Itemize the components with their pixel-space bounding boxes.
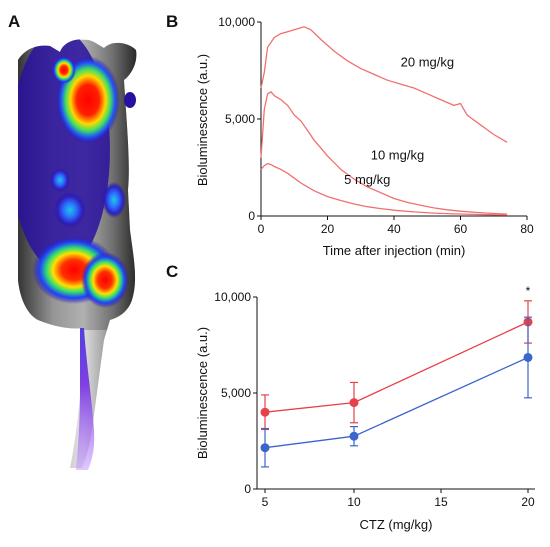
significance-annotation-c: *	[526, 284, 531, 298]
data-point-c	[523, 352, 533, 362]
data-point-c	[349, 398, 359, 408]
y-axis-title-c: Bioluminescence (a.u.)	[195, 327, 210, 459]
chart-c: 5 10 15 20 0 5,000 10,000 CTZ (mg/kg) Biolumines…	[195, 284, 535, 532]
series-line-c	[264, 356, 529, 449]
x-tick-label-c: 20	[521, 495, 535, 509]
mouse-bioluminescence-image	[18, 39, 137, 470]
y-tick-label-c: 0	[244, 482, 251, 496]
data-point-c	[260, 407, 270, 417]
data-point-c	[260, 443, 270, 453]
series-line-b	[260, 26, 508, 143]
series-label-b: 10 mg/kg	[371, 148, 424, 163]
x-tick-label-b: 20	[321, 222, 335, 236]
series-line-b	[260, 90, 508, 215]
x-tick-label-b: 0	[258, 222, 265, 236]
chart-b: 0 20 40 60 80 0 5,000 10,000 Time after injectio…	[195, 15, 534, 258]
series-label-b: 5 mg/kg	[344, 172, 390, 187]
y-tick-label-c: 10,000	[214, 290, 251, 304]
y-tick-label-b: 10,000	[218, 15, 255, 29]
y-tick-label-b: 0	[248, 209, 255, 223]
x-tick-label-c: 15	[434, 495, 448, 509]
panel-a-label: A	[8, 12, 21, 31]
x-tick-label-b: 60	[454, 222, 468, 236]
x-tick-label-b: 40	[387, 222, 401, 236]
data-point-c	[349, 431, 359, 441]
series-line-b	[260, 162, 508, 216]
series-line-c	[264, 321, 529, 413]
y-axis-title-b: Bioluminescence (a.u.)	[195, 54, 210, 186]
series-label-b: 20 mg/kg	[401, 55, 454, 70]
panel-b-label: B	[166, 12, 179, 31]
x-tick-label-c: 5	[262, 495, 269, 509]
y-tick-label-c: 5,000	[221, 386, 251, 400]
x-axis-title-c: CTZ (mg/kg)	[360, 517, 433, 532]
x-tick-label-b: 80	[520, 222, 534, 236]
x-tick-label-c: 10	[347, 495, 361, 509]
panel-c-label: C	[166, 262, 179, 281]
y-tick-label-b: 5,000	[225, 112, 255, 126]
x-axis-title-b: Time after injection (min)	[323, 243, 466, 258]
